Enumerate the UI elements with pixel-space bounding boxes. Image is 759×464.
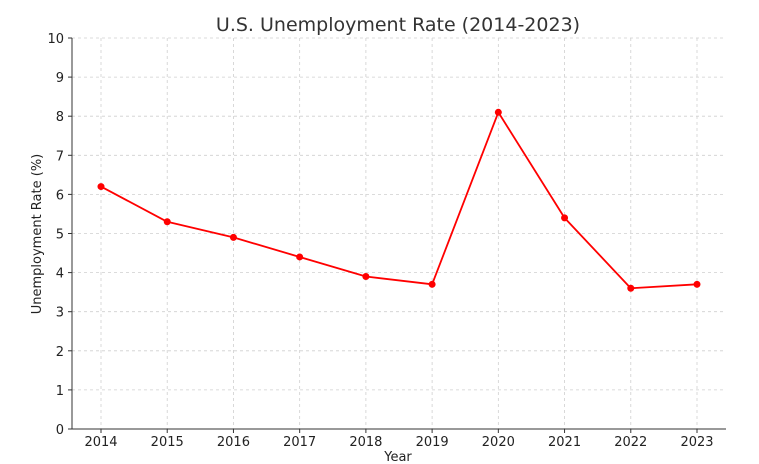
y-axis-label: Unemployment Rate (%) [30,154,45,315]
data-point-2015 [163,218,171,226]
series-layer [97,108,701,292]
grid-lines [72,37,726,429]
x-axis-label: Year [383,450,412,464]
series-line [100,111,698,290]
data-point-2023 [693,280,701,288]
x-tick-label: 2018 [349,435,382,450]
y-tick-label: 6 [56,188,64,203]
data-point-2016 [229,233,237,241]
x-tick-label: 2023 [680,435,713,450]
y-tick-label: 10 [47,32,64,47]
y-tick-label: 7 [56,149,64,164]
data-point-2018 [362,273,370,281]
data-point-2021 [561,214,569,222]
y-tick-label: 2 [56,345,64,360]
y-tick-label: 9 [56,71,64,86]
y-tick-label: 1 [56,384,64,399]
data-point-2019 [428,280,436,288]
y-tick-label: 0 [56,423,64,438]
chart-title: U.S. Unemployment Rate (2014-2023) [216,14,580,36]
y-tick-label: 4 [56,267,64,282]
x-tick-label: 2014 [84,435,117,450]
y-tick-label: 3 [56,306,64,321]
y-tick-label: 5 [56,228,64,243]
x-tick-label: 2021 [548,435,581,450]
data-point-2022 [627,284,635,292]
x-tick-label: 2020 [482,435,515,450]
tick-labels: 0 1 2 3 4 5 6 7 8 9 10 2014 2015 2016 2017 2018 2019 2020… [47,32,713,450]
y-tick-label: 8 [56,110,64,125]
x-tick-label: 2015 [151,435,184,450]
x-tick-label: 2016 [217,435,250,450]
data-point-2020 [494,108,502,116]
x-tick-label: 2019 [416,435,449,450]
data-point-2014 [97,183,105,191]
x-tick-label: 2017 [283,435,316,450]
x-tick-label: 2022 [614,435,647,450]
data-point-2017 [296,253,304,261]
